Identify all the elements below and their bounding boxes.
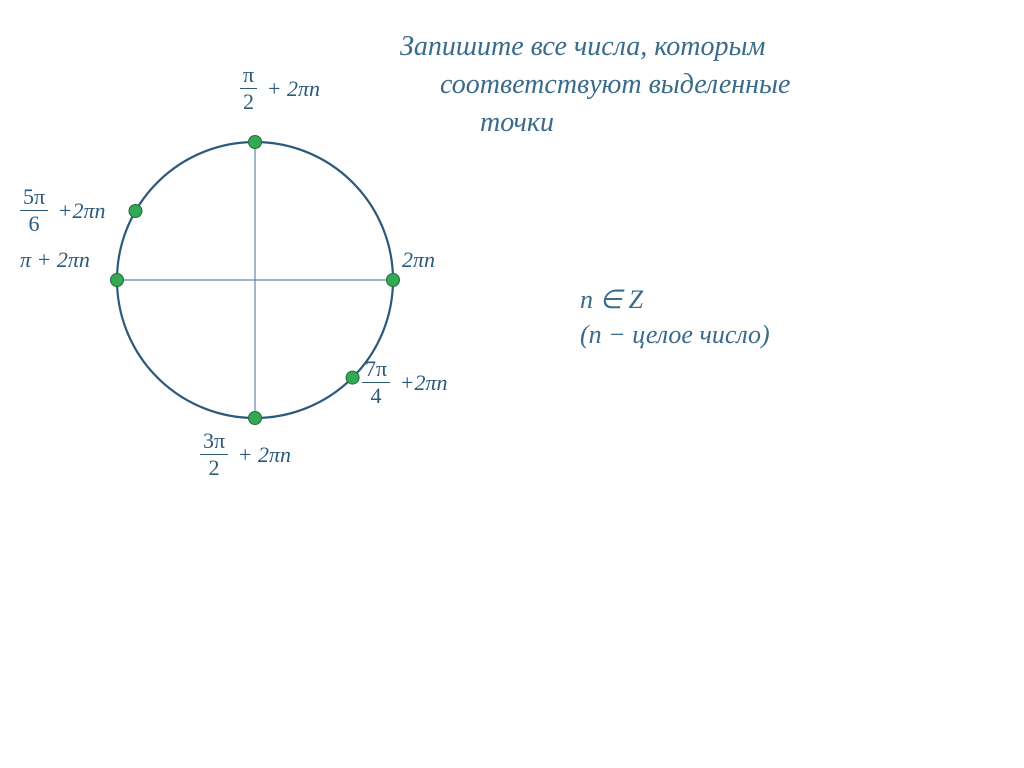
instruction-line2: соответствуют выделенные bbox=[400, 66, 790, 104]
label-pi: π + 2πn bbox=[20, 247, 90, 273]
instruction-line1: Запишите все числа, которым bbox=[400, 28, 790, 66]
note-line2: (n − целое число) bbox=[580, 317, 770, 352]
label-7pi-over-4: 7π 4 +2πn bbox=[362, 358, 447, 407]
instruction-line3: точки bbox=[400, 104, 790, 142]
period-suffix: + 2πn bbox=[238, 442, 291, 468]
note-text: n ∈ Z (n − целое число) bbox=[580, 282, 770, 352]
fraction-denominator: 6 bbox=[20, 211, 48, 235]
fraction-numerator: 7π bbox=[362, 358, 390, 383]
note-line1: n ∈ Z bbox=[580, 282, 770, 317]
fraction-numerator: 5π bbox=[20, 186, 48, 211]
fraction-numerator: 3π bbox=[200, 430, 228, 455]
fraction-denominator: 4 bbox=[362, 383, 390, 407]
label-zero: 2πn bbox=[402, 247, 435, 273]
label-text: π + 2πn bbox=[20, 247, 90, 272]
period-suffix: +2πn bbox=[400, 370, 448, 396]
fraction-denominator: 2 bbox=[240, 89, 257, 113]
canvas: π 2 + 2πn 5π 6 +2πn π + 2πn 2πn 7π 4 +2π… bbox=[0, 0, 1024, 768]
label-text: 2πn bbox=[402, 247, 435, 272]
fraction-numerator: π bbox=[240, 64, 257, 89]
instruction-text: Запишите все числа, которым соответствую… bbox=[400, 28, 790, 141]
label-pi-over-2: π 2 + 2πn bbox=[240, 64, 320, 113]
label-5pi-over-6: 5π 6 +2πn bbox=[20, 186, 105, 235]
period-suffix: +2πn bbox=[58, 198, 106, 224]
label-3pi-over-2: 3π 2 + 2πn bbox=[200, 430, 291, 479]
fraction-denominator: 2 bbox=[200, 455, 228, 479]
period-suffix: + 2πn bbox=[267, 76, 320, 102]
